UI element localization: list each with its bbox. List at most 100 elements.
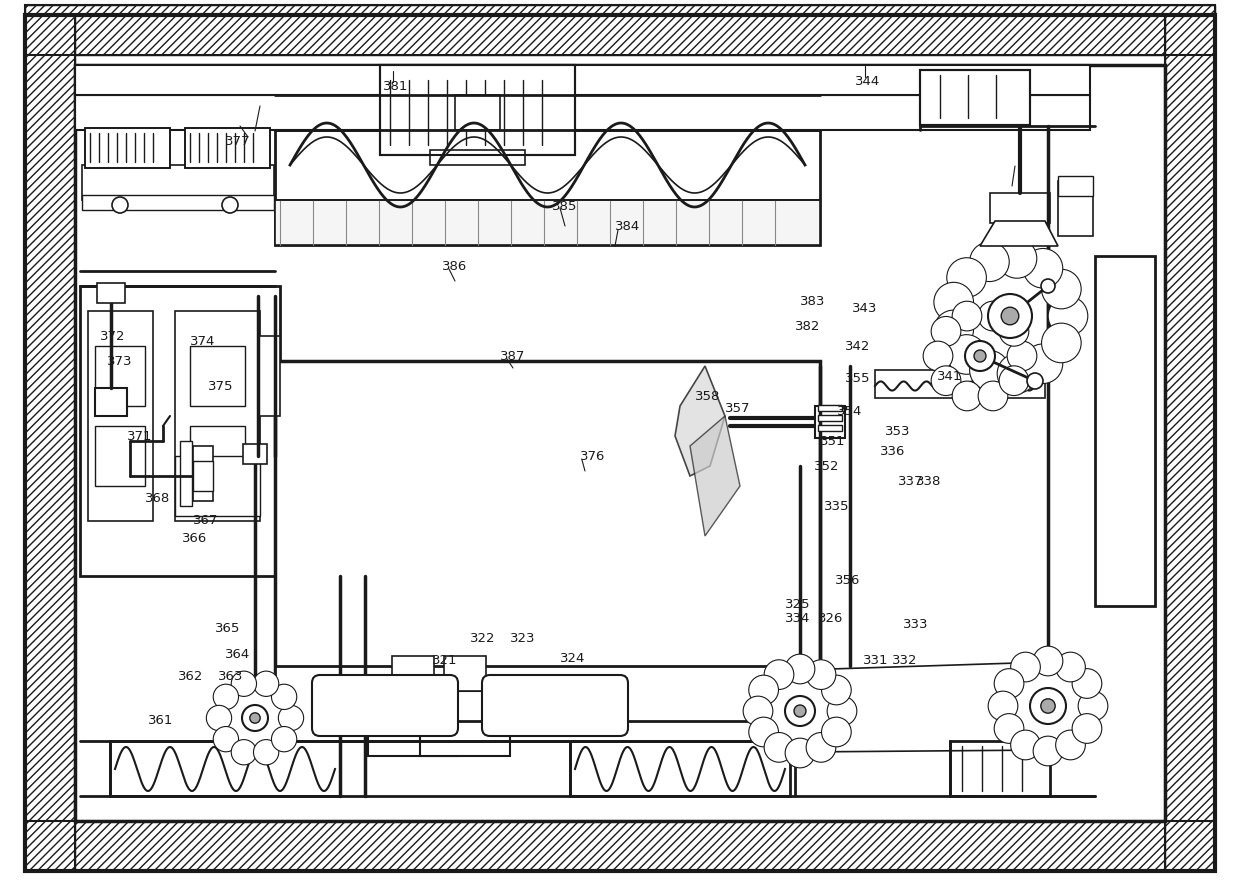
Text: 387: 387 — [500, 349, 526, 362]
Circle shape — [947, 335, 986, 374]
Bar — [243, 444, 267, 464]
Circle shape — [931, 366, 961, 395]
Bar — [392, 656, 434, 691]
Circle shape — [1042, 269, 1081, 309]
Circle shape — [764, 660, 794, 689]
Circle shape — [952, 301, 982, 330]
Bar — [275, 361, 820, 671]
Circle shape — [219, 682, 291, 754]
Circle shape — [231, 671, 257, 696]
Text: 354: 354 — [837, 405, 862, 417]
Text: 356: 356 — [835, 574, 861, 587]
Circle shape — [997, 354, 1037, 393]
Circle shape — [822, 717, 851, 747]
Bar — [74, 95, 1090, 130]
Text: 365: 365 — [215, 621, 241, 634]
Bar — [818, 405, 842, 411]
Bar — [175, 456, 260, 516]
Circle shape — [970, 242, 1009, 282]
Text: 381: 381 — [383, 80, 408, 92]
Circle shape — [1040, 699, 1055, 713]
Bar — [185, 128, 270, 168]
Bar — [82, 165, 274, 200]
Bar — [185, 128, 270, 168]
Text: 357: 357 — [725, 401, 750, 415]
Text: 331: 331 — [863, 655, 889, 667]
Circle shape — [764, 733, 794, 762]
Text: 384: 384 — [615, 220, 640, 232]
Text: 374: 374 — [190, 335, 216, 347]
Text: 383: 383 — [800, 294, 826, 307]
Text: 367: 367 — [193, 515, 218, 527]
Bar — [780, 683, 820, 728]
Circle shape — [785, 654, 815, 684]
Circle shape — [1033, 646, 1063, 676]
Text: 343: 343 — [852, 301, 878, 315]
Bar — [1166, 15, 1215, 871]
Circle shape — [743, 696, 773, 726]
Text: 352: 352 — [813, 460, 839, 472]
Circle shape — [1073, 713, 1102, 743]
Bar — [97, 283, 125, 303]
Bar — [1058, 181, 1092, 236]
Text: 353: 353 — [885, 424, 910, 438]
Text: 364: 364 — [224, 648, 250, 660]
Polygon shape — [689, 416, 740, 536]
Circle shape — [785, 738, 815, 768]
Circle shape — [978, 381, 1008, 411]
Text: 363: 363 — [218, 670, 243, 682]
Circle shape — [785, 696, 815, 726]
Text: 375: 375 — [208, 379, 233, 392]
Circle shape — [1007, 341, 1037, 371]
Bar — [455, 95, 500, 130]
Bar — [25, 821, 1215, 871]
Circle shape — [952, 258, 1068, 374]
Bar — [88, 311, 153, 521]
Bar — [110, 741, 340, 796]
Bar — [190, 346, 246, 406]
Bar — [818, 415, 842, 421]
Bar — [193, 461, 213, 491]
Bar — [818, 425, 842, 431]
Circle shape — [1055, 730, 1085, 760]
Circle shape — [1078, 691, 1107, 721]
Bar — [190, 426, 246, 486]
Circle shape — [231, 740, 257, 765]
Bar — [86, 128, 170, 168]
Text: 325: 325 — [785, 597, 811, 610]
Circle shape — [272, 727, 296, 752]
Bar — [95, 426, 145, 486]
Bar — [420, 691, 510, 756]
Circle shape — [999, 366, 1029, 395]
Text: 337: 337 — [898, 475, 924, 487]
Bar — [275, 200, 820, 245]
Text: 362: 362 — [179, 670, 203, 682]
Bar — [193, 446, 213, 501]
Text: 344: 344 — [856, 74, 880, 88]
Circle shape — [931, 316, 961, 346]
Text: 334: 334 — [785, 611, 811, 625]
Text: 373: 373 — [107, 354, 133, 368]
Circle shape — [934, 310, 973, 350]
Circle shape — [272, 684, 296, 710]
Circle shape — [1030, 688, 1066, 724]
Text: 321: 321 — [432, 655, 458, 667]
Bar — [86, 128, 170, 168]
Bar — [25, 821, 1215, 871]
Text: 341: 341 — [937, 369, 962, 383]
Circle shape — [997, 238, 1037, 278]
Bar — [368, 691, 458, 756]
Bar — [444, 656, 486, 691]
Circle shape — [965, 341, 994, 371]
Text: 351: 351 — [820, 434, 846, 447]
Text: 382: 382 — [795, 320, 821, 332]
Bar — [25, 5, 1215, 55]
Circle shape — [253, 671, 279, 696]
Text: 335: 335 — [825, 500, 849, 512]
Circle shape — [1042, 279, 1055, 293]
Text: 332: 332 — [892, 655, 918, 667]
Bar — [81, 286, 280, 576]
Text: 358: 358 — [694, 390, 720, 402]
Bar — [74, 65, 1166, 821]
Text: 322: 322 — [470, 632, 496, 644]
